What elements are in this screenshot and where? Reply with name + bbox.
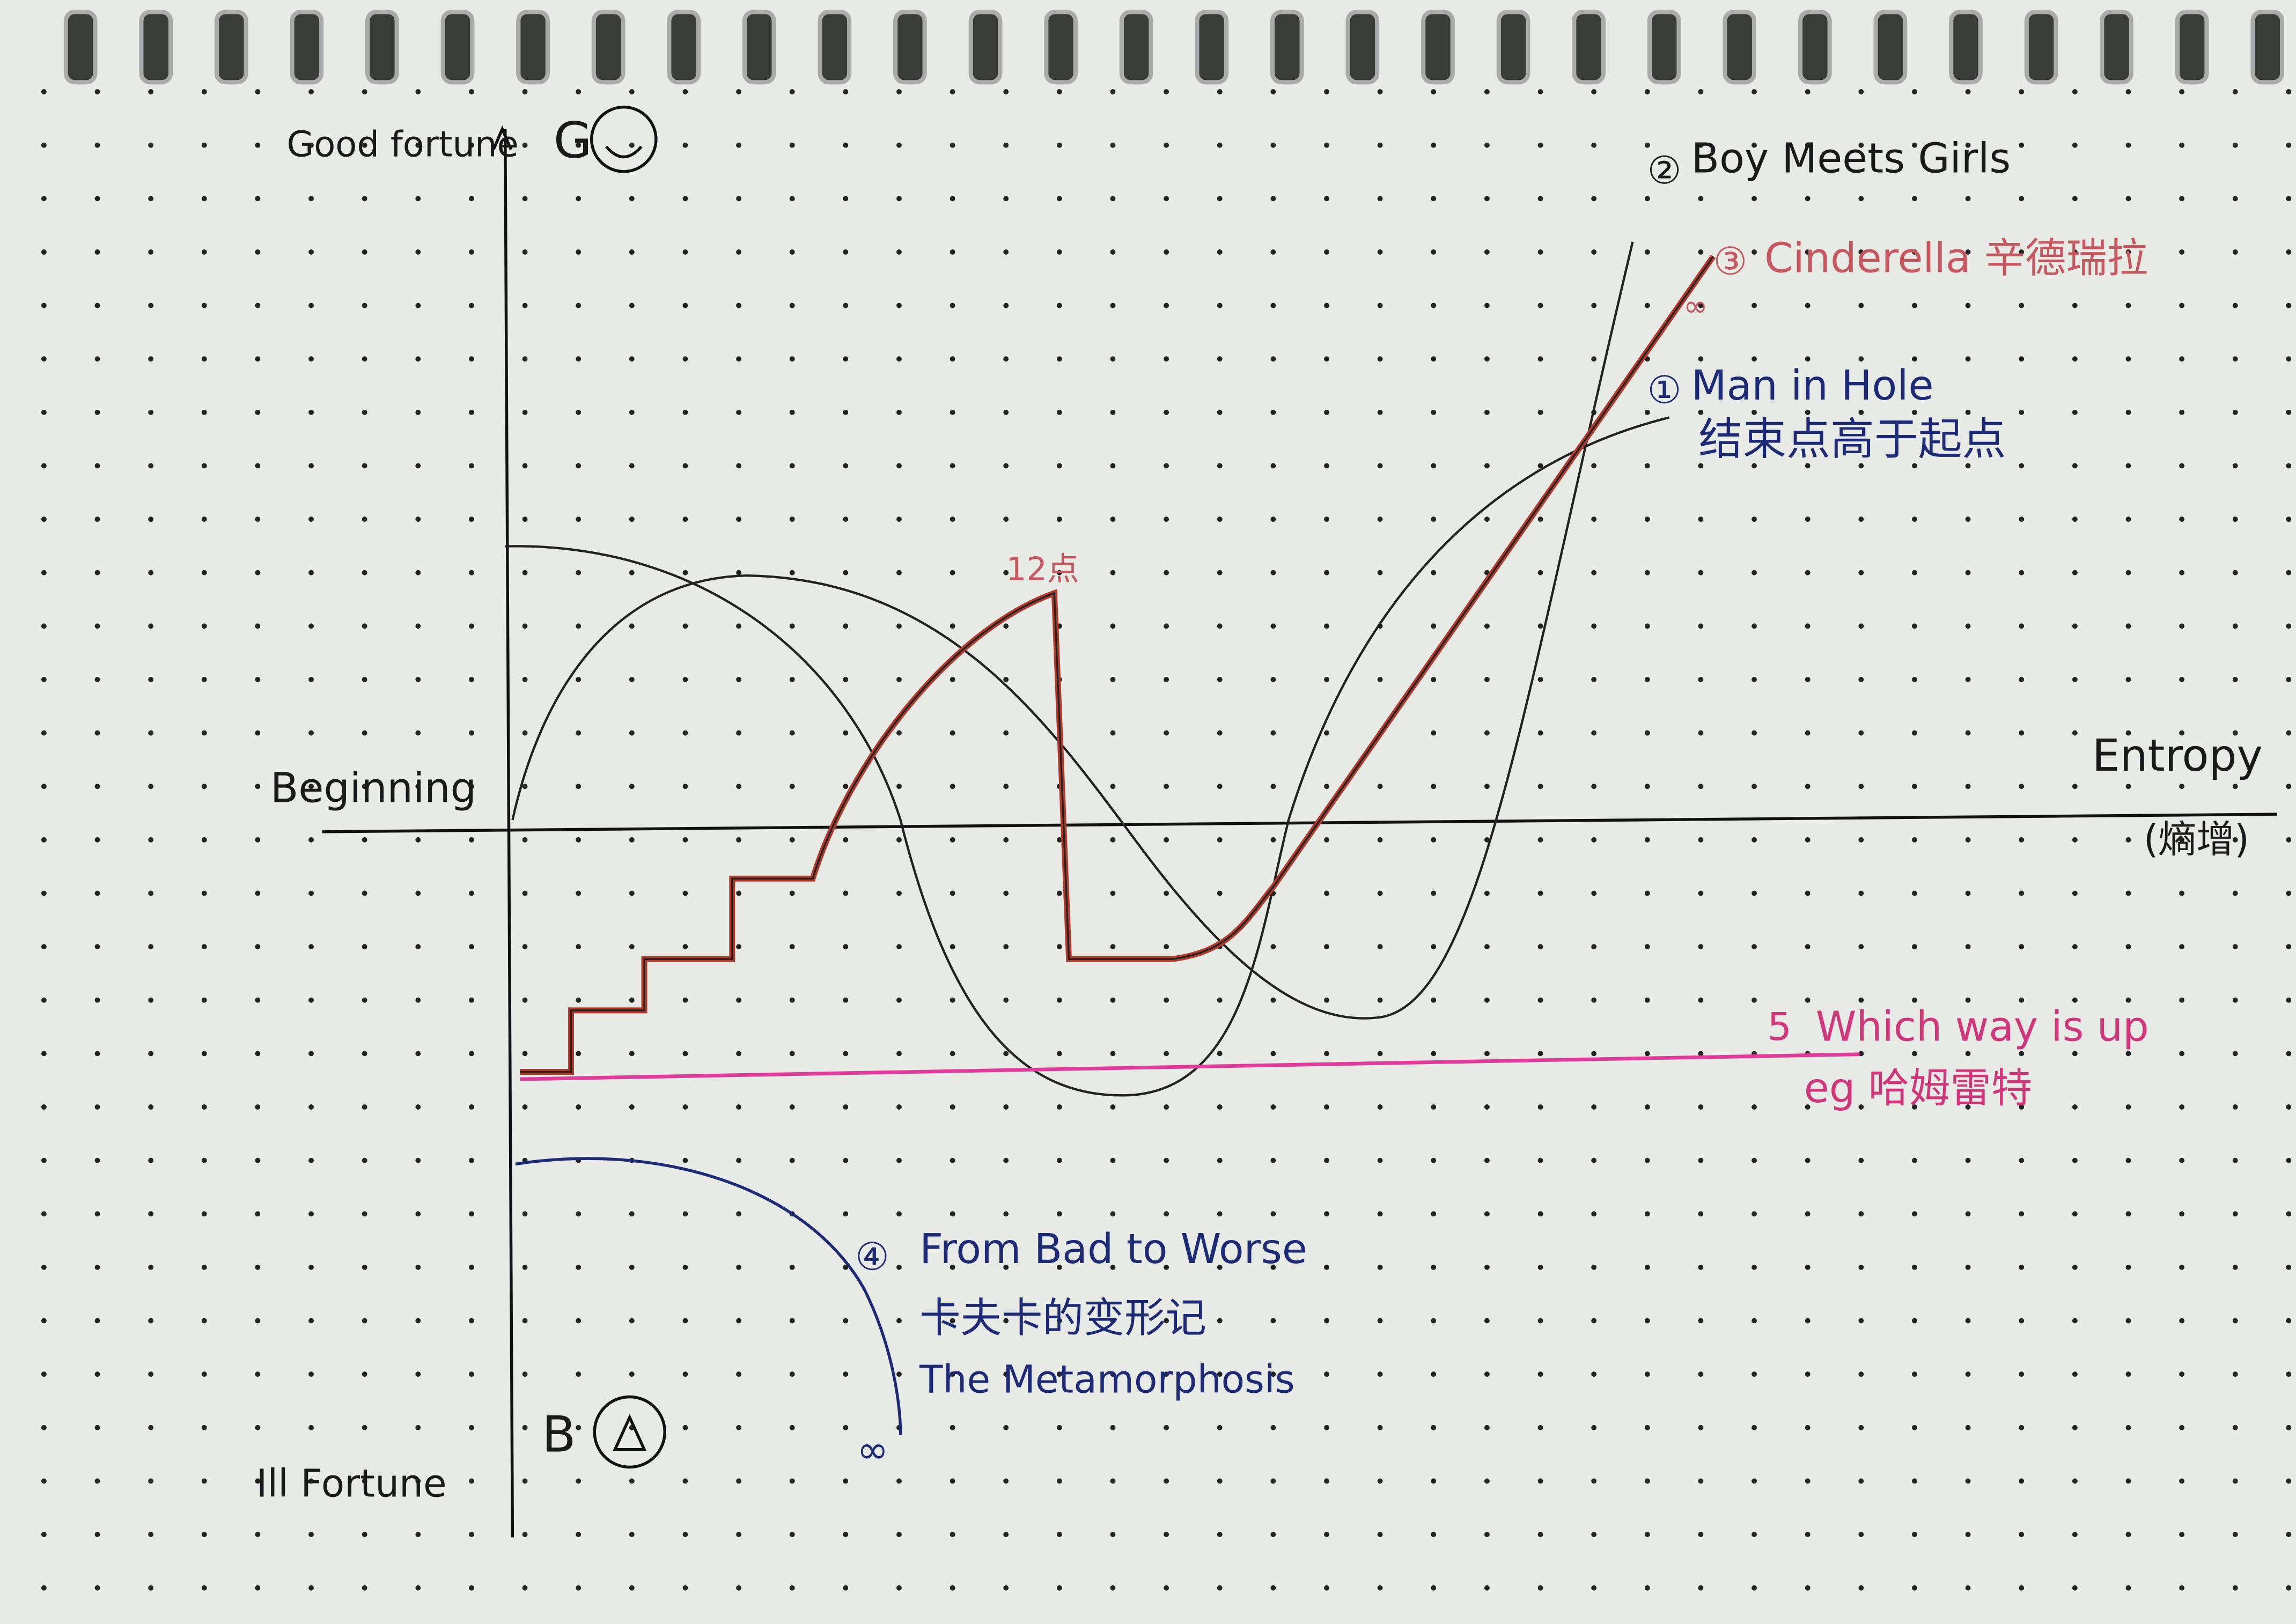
story-name: Which way is up (1816, 1003, 2149, 1051)
story-note: The Metamorphosis (919, 1357, 1294, 1402)
frown (613, 1414, 647, 1451)
spiral-ring (214, 10, 248, 85)
story-number: ② (1647, 148, 1682, 193)
spiral-ring (2175, 10, 2209, 85)
spiral-ring (1572, 10, 1606, 85)
story-note: 卡夫卡的变形记 (919, 1295, 1206, 1342)
spiral-ring (893, 10, 927, 85)
boy-meets-girls-curve (511, 241, 1634, 1020)
spiral-ring (440, 10, 475, 85)
smile (605, 145, 643, 159)
y-bottom-label: Ill Fortune (256, 1461, 447, 1506)
y-arrow (492, 125, 513, 150)
spiral-ring (2100, 10, 2134, 85)
story-name: Boy Meets Girls (1691, 135, 2011, 183)
y-axis (503, 129, 514, 1538)
spiral-ring (2024, 10, 2058, 85)
spiral-ring (1949, 10, 1983, 85)
spiral-ring (818, 10, 852, 85)
spiral-ring (290, 10, 324, 85)
story-number: ③ (1713, 239, 1748, 283)
man-in-hole-curve (505, 416, 1670, 1097)
origin-label: Beginning (270, 764, 476, 812)
y-bottom-mark: B (542, 1405, 576, 1463)
spiral-ring (742, 10, 776, 85)
x-label: Entropy (2092, 730, 2263, 781)
spiral-ring (1119, 10, 1153, 85)
story-name: From Bad to Worse (919, 1226, 1307, 1273)
spiral-ring (591, 10, 625, 85)
spiral-ring (365, 10, 399, 85)
spiral-ring (1270, 10, 1304, 85)
spiral-ring (1798, 10, 1832, 85)
end-mark: ∞ (1683, 289, 1708, 323)
peak-label: 12点 (1006, 551, 1079, 588)
spiral-ring (63, 10, 98, 85)
spiral-ring (516, 10, 550, 85)
spiral-ring (2250, 10, 2285, 85)
bad-to-worse-curve (515, 1157, 902, 1435)
story-note: 结束点高于起点 (1698, 414, 2006, 465)
spiral-ring (139, 10, 173, 85)
story-name: Cinderella (1764, 234, 1971, 282)
cinderella-outline (520, 256, 1714, 1073)
spiral-ring (1345, 10, 1380, 85)
spiral-binding (63, 10, 2285, 85)
spiral-ring (1496, 10, 1530, 85)
spiral-ring (1044, 10, 1078, 85)
x-axis (322, 813, 2277, 833)
which-way-is-up-line (519, 1052, 1860, 1081)
story-number: 5 (1768, 1005, 1792, 1049)
spiral-ring (667, 10, 701, 85)
spiral-ring (968, 10, 1003, 85)
spiral-ring (1723, 10, 1757, 85)
happy-face (590, 105, 658, 173)
spiral-ring (1873, 10, 1908, 85)
spiral-ring (1195, 10, 1229, 85)
story-name: Man in Hole (1691, 362, 1934, 410)
story-number: ① (1647, 368, 1682, 412)
end-mark: ∞ (857, 1428, 888, 1472)
story-number: ④ (855, 1234, 889, 1279)
sad-face (593, 1395, 666, 1469)
spiral-ring (1647, 10, 1681, 85)
story-note: 辛德瑞拉 (1984, 234, 2148, 282)
y-top-label: Good fortune (286, 124, 518, 165)
x-label-note: (熵增) (2144, 817, 2249, 861)
spiral-ring (1421, 10, 1455, 85)
y-top-mark: G (554, 111, 592, 169)
story-note: eg 哈姆雷特 (1804, 1065, 2032, 1112)
